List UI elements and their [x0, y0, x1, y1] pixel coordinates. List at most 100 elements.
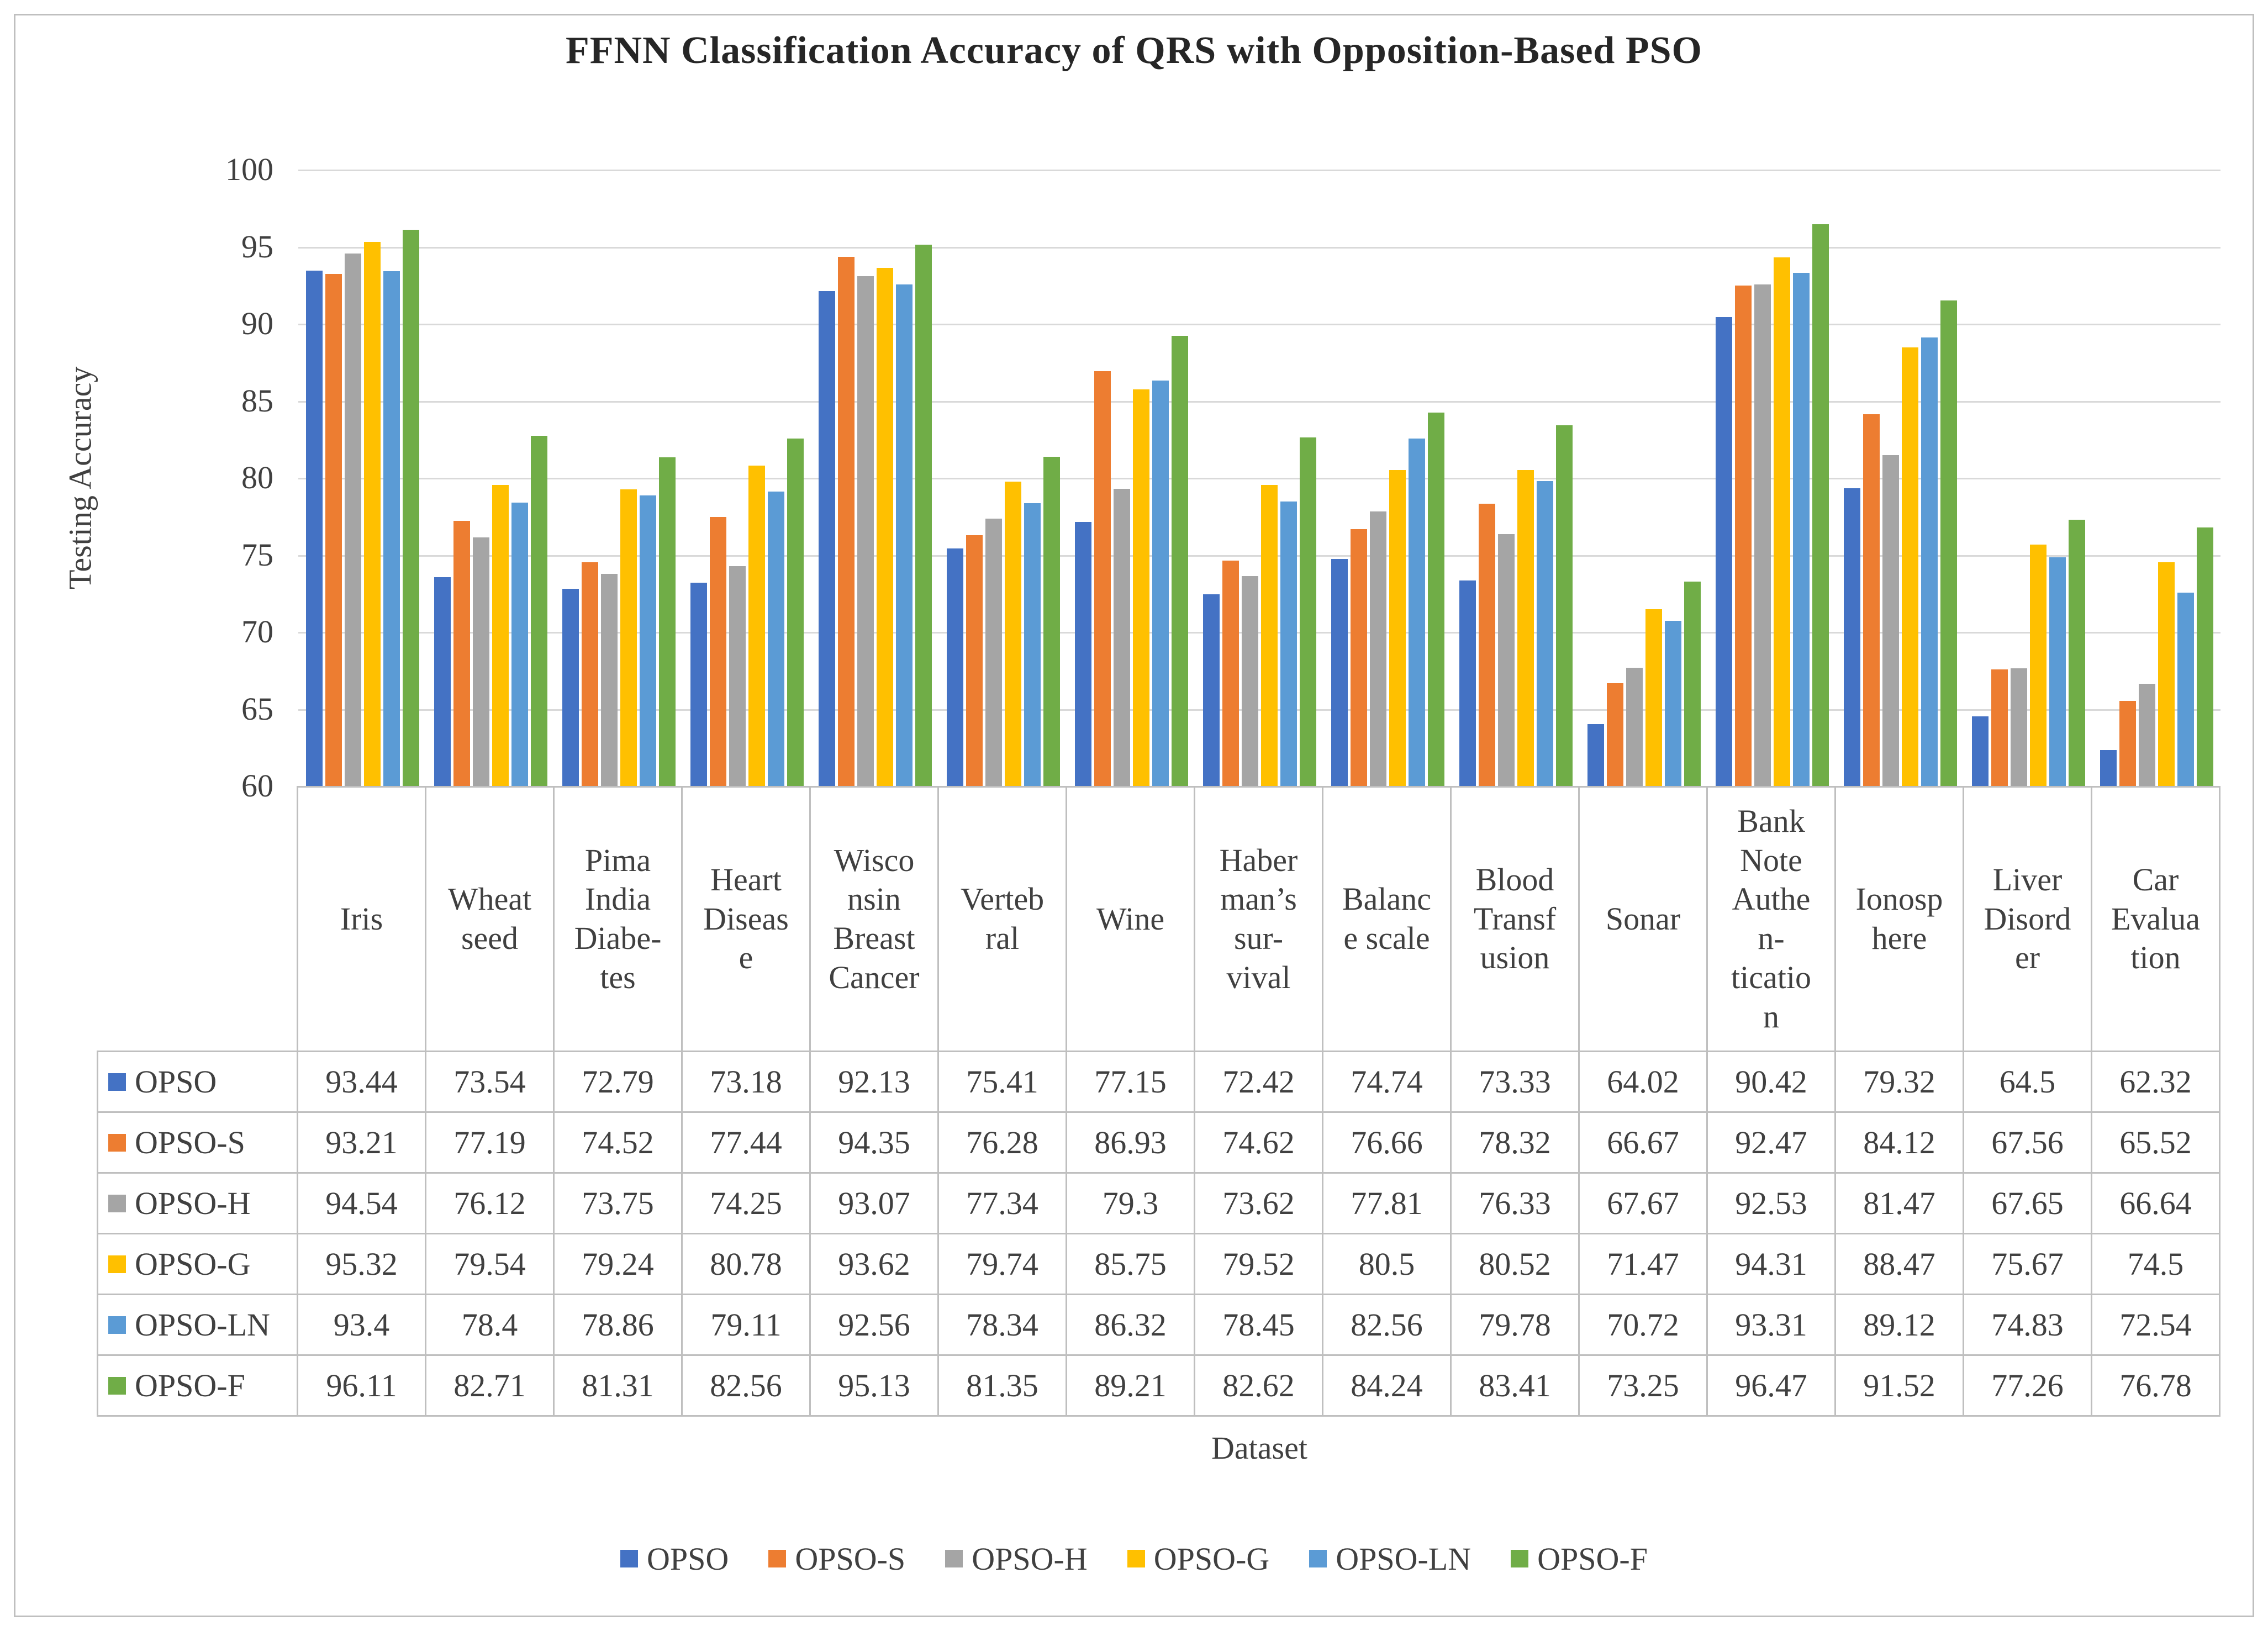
bar-opso-s: [709, 517, 726, 786]
value-cell: 93.21: [298, 1113, 426, 1174]
category-header-cell: Pima India Diabe- tes: [555, 786, 683, 1052]
category-header-cell: Blood Transf usion: [1452, 786, 1580, 1052]
value-cell: 82.56: [683, 1356, 811, 1417]
value-cell: 76.78: [2092, 1356, 2220, 1417]
value-cell: 73.62: [1195, 1174, 1323, 1234]
bar-opso-ln: [895, 284, 913, 786]
legend-label: OPSO-H: [972, 1540, 1088, 1577]
value-cell: 76.28: [939, 1113, 1067, 1174]
bar-opso-h: [600, 574, 618, 786]
bar-opso-s: [1478, 503, 1495, 786]
value-cell: 84.24: [1323, 1356, 1452, 1417]
series-swatch-icon: [108, 1133, 126, 1152]
bar-opso-g: [1901, 347, 1918, 786]
value-cell: 78.34: [939, 1295, 1067, 1356]
bar-group: [1836, 170, 1964, 786]
legend-label: OPSO-G: [1153, 1540, 1270, 1577]
bar-group: [298, 170, 426, 786]
bar-opso: [1331, 558, 1348, 786]
bar-opso-f: [1427, 412, 1444, 786]
series-name-cell: OPSO: [97, 1052, 298, 1113]
legend-label: OPSO-F: [1537, 1540, 1648, 1577]
bar-opso-f: [2068, 520, 2085, 786]
bar-opso-g: [363, 241, 381, 786]
bar-opso-ln: [2177, 593, 2194, 786]
value-cell: 74.52: [555, 1113, 683, 1174]
bar-group: [1580, 170, 1708, 786]
category-header-cell: Haber man’s sur- vival: [1195, 786, 1323, 1052]
value-cell: 82.71: [426, 1356, 555, 1417]
value-cell: 79.78: [1452, 1295, 1580, 1356]
bar-opso-ln: [1536, 481, 1553, 786]
value-cell: 88.47: [1836, 1234, 1964, 1295]
bar-opso-ln: [639, 495, 656, 786]
bar-opso-h: [985, 519, 1002, 786]
bar-opso-h: [1241, 576, 1258, 786]
bar-opso-s: [1222, 561, 1239, 786]
bar-opso: [305, 271, 323, 786]
value-cell: 77.34: [939, 1174, 1067, 1234]
bar-opso-h: [1369, 511, 1386, 786]
category-header-cell: Wine: [1067, 786, 1195, 1052]
bar-opso-g: [1389, 470, 1406, 786]
value-cell: 93.07: [811, 1174, 939, 1234]
series-name-label: OPSO-F: [135, 1368, 245, 1403]
value-cell: 77.44: [683, 1113, 811, 1174]
table-corner-cell: [97, 786, 298, 1052]
bar-group: [555, 170, 683, 786]
series-swatch-icon: [108, 1316, 126, 1334]
value-cell: 65.52: [2092, 1113, 2220, 1174]
bar-group: [1708, 170, 1836, 786]
value-cell: 91.52: [1836, 1356, 1964, 1417]
y-tick-label: 65: [241, 690, 273, 727]
series-name-cell: OPSO-S: [97, 1113, 298, 1174]
bar-group: [2092, 170, 2220, 786]
gridline: [298, 709, 2220, 711]
value-cell: 80.5: [1323, 1234, 1452, 1295]
series-name-label: OPSO-LN: [135, 1307, 270, 1343]
legend-item: OPSO-G: [1127, 1540, 1270, 1577]
value-cell: 71.47: [1580, 1234, 1708, 1295]
value-cell: 74.25: [683, 1174, 811, 1234]
value-cell: 90.42: [1708, 1052, 1836, 1113]
bar-opso-h: [2010, 668, 2027, 786]
value-cell: 81.35: [939, 1356, 1067, 1417]
bar-opso-g: [2029, 544, 2047, 786]
value-cell: 89.12: [1836, 1295, 1964, 1356]
data-table: Iris Wheat seed Pima India Diabe- tes Heart…: [97, 786, 2220, 1417]
category-header-cell: Verteb ral: [939, 786, 1067, 1052]
series-swatch-icon: [108, 1376, 126, 1395]
bar-opso-s: [966, 535, 983, 786]
series-swatch-icon: [108, 1194, 126, 1212]
value-cell: 79.32: [1836, 1052, 1964, 1113]
value-cell: 67.56: [1964, 1113, 2092, 1174]
value-cell: 74.74: [1323, 1052, 1452, 1113]
series-name-cell: OPSO-H: [97, 1174, 298, 1234]
category-header-cell: Bank Note Authe n- ticatio n: [1708, 786, 1836, 1052]
category-header-cell: Balanc e scale: [1323, 786, 1452, 1052]
bar-opso: [690, 583, 707, 786]
bar-opso-g: [620, 489, 637, 786]
bar-opso-g: [492, 484, 509, 786]
bar-opso: [1459, 580, 1476, 786]
bar-opso-g: [1645, 609, 1662, 786]
bar-group: [683, 170, 811, 786]
y-tick-label: 75: [241, 536, 273, 573]
legend-label: OPSO: [647, 1540, 729, 1577]
bar-opso-g: [1260, 485, 1278, 786]
category-header-cell: Liver Disord er: [1964, 786, 2092, 1052]
value-cell: 77.19: [426, 1113, 555, 1174]
bar-opso-g: [876, 268, 893, 786]
value-cell: 76.33: [1452, 1174, 1580, 1234]
gridline: [298, 400, 2220, 403]
value-cell: 92.13: [811, 1052, 939, 1113]
bar-opso-h: [1882, 455, 1899, 786]
bar-opso-h: [472, 537, 489, 786]
category-header-cell: Car Evalua tion: [2092, 786, 2220, 1052]
value-cell: 78.32: [1452, 1113, 1580, 1174]
value-cell: 75.41: [939, 1052, 1067, 1113]
bar-group: [426, 170, 555, 786]
bar-opso-g: [2158, 562, 2175, 786]
legend-swatch-icon: [1127, 1550, 1145, 1567]
value-cell: 79.52: [1195, 1234, 1323, 1295]
